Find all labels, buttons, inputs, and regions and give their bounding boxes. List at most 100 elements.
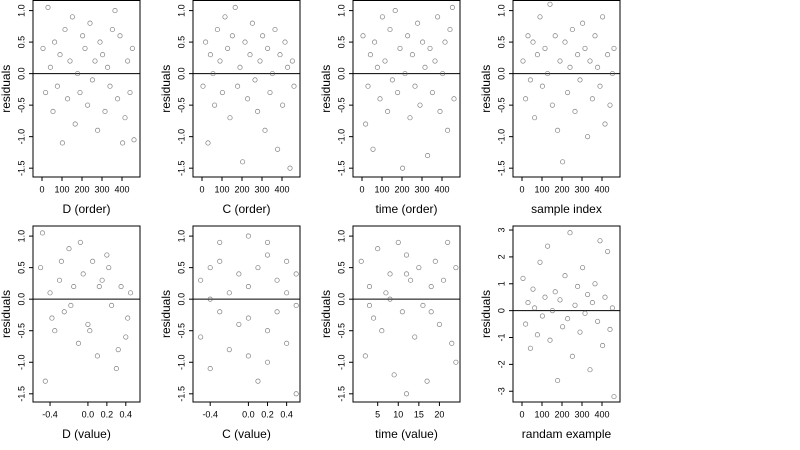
point [447, 26, 453, 33]
x-axis-label: D (order) [62, 202, 110, 216]
point [245, 284, 251, 290]
point [49, 315, 55, 321]
x-tick-label: 300 [414, 184, 429, 194]
point [567, 230, 573, 236]
x-axis-label: randam example [522, 427, 612, 441]
y-tick-label: 1.0 [336, 4, 346, 17]
point [549, 102, 555, 108]
y-tick-label: 0.0 [336, 293, 346, 306]
point [257, 58, 263, 64]
point [77, 89, 83, 96]
point [77, 239, 83, 245]
point [265, 45, 271, 51]
point [580, 265, 586, 271]
x-tick-label: 100 [534, 184, 549, 194]
point [523, 321, 529, 327]
point [200, 83, 206, 89]
y-tick-label: -0.5 [336, 97, 346, 113]
point [420, 39, 426, 45]
point [69, 14, 75, 20]
point [47, 64, 53, 70]
point [445, 127, 451, 133]
y-tick-label: 1.0 [496, 4, 506, 17]
x-tick-label: 0.4 [280, 409, 293, 419]
point [291, 83, 297, 89]
point [587, 58, 593, 64]
point [569, 353, 575, 359]
point [592, 281, 598, 287]
point [255, 378, 261, 384]
y-tick-label: -0.5 [16, 323, 26, 339]
point [383, 290, 389, 296]
point [537, 14, 543, 20]
point [562, 39, 568, 45]
plot-frame [352, 0, 461, 178]
point [436, 321, 442, 327]
plot-frame [32, 225, 141, 403]
y-tick-label: 1.0 [16, 230, 26, 243]
point [127, 89, 133, 96]
point [99, 277, 105, 283]
point [67, 58, 73, 64]
y-tick-label: 0.0 [496, 67, 506, 80]
y-tick-label: -1.5 [176, 160, 186, 176]
point [240, 159, 246, 165]
point [609, 305, 615, 311]
point [552, 289, 558, 295]
point [109, 26, 115, 33]
y-tick-label: 0.5 [16, 36, 26, 49]
point [280, 102, 286, 108]
point [264, 252, 271, 258]
point [416, 265, 422, 271]
point [267, 89, 273, 96]
point [245, 96, 251, 102]
point [360, 33, 366, 39]
point [412, 334, 418, 340]
x-tick-label: 200 [554, 409, 569, 419]
point [272, 26, 278, 33]
x-tick-label: 0 [519, 184, 524, 194]
y-tick-label: 0.5 [336, 261, 346, 274]
y-tick-label: -1.0 [176, 355, 186, 371]
point [242, 39, 248, 45]
point [269, 71, 275, 77]
y-tick-label: -0.5 [176, 323, 186, 339]
point [545, 71, 551, 77]
point [592, 33, 598, 39]
x-tick-label: -0.4 [202, 409, 218, 419]
point [95, 127, 101, 133]
x-tick-label: -0.4 [42, 409, 58, 419]
point [589, 300, 595, 306]
plot-frame [352, 225, 461, 403]
y-tick-label: -1.5 [496, 160, 506, 176]
point [80, 33, 86, 39]
point [274, 309, 280, 315]
point [120, 140, 126, 146]
y-tick-label: 1.0 [176, 4, 186, 17]
point [90, 258, 96, 264]
point [575, 52, 581, 58]
point [429, 89, 435, 96]
y-axis-label: residuals [159, 65, 173, 113]
point [92, 58, 98, 64]
point [577, 77, 583, 83]
point [605, 52, 611, 58]
point [52, 39, 58, 45]
point [47, 290, 53, 296]
x-tick-label: 5 [375, 409, 380, 419]
point [365, 83, 371, 89]
point [293, 302, 299, 309]
point [379, 328, 385, 334]
y-tick-label: 0.5 [16, 261, 26, 274]
point [113, 366, 119, 372]
y-tick-label: -1.5 [336, 386, 346, 402]
point [358, 258, 364, 264]
point [59, 140, 65, 146]
point [453, 265, 459, 271]
point [287, 165, 293, 171]
point [75, 71, 81, 77]
point [525, 300, 531, 306]
point [40, 45, 46, 51]
point [131, 137, 137, 143]
